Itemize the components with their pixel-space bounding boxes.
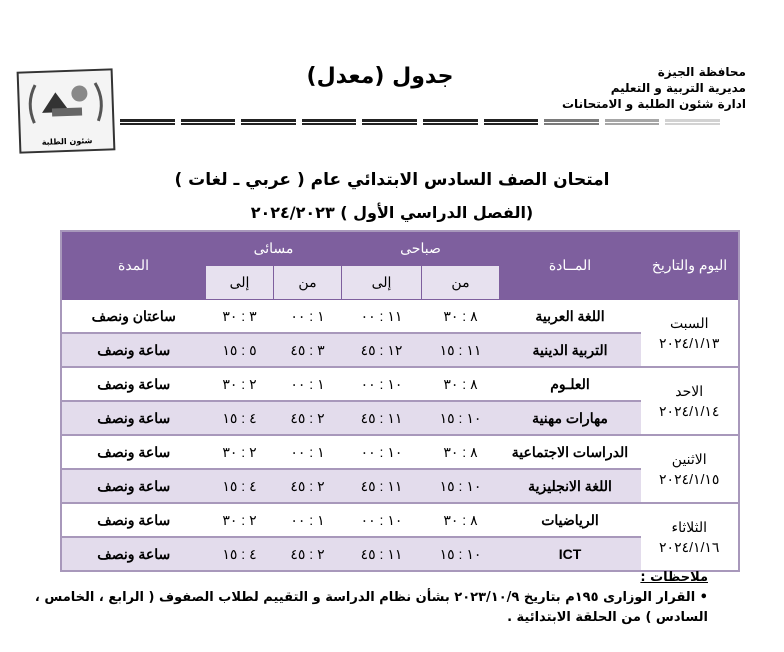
time-cell-e-from: ٢ : ٤٥ xyxy=(273,469,342,504)
time-cell-m-from: ٨ : ٣٠ xyxy=(421,367,500,402)
duration-cell: ساعة ونصف xyxy=(61,537,206,572)
notes-section: ملاحظات : • القرار الوزارى ١٩٥م بتاريخ ٢… xyxy=(28,568,708,628)
time-cell-m-to: ١١ : ٤٥ xyxy=(341,537,422,572)
time-cell-m-to: ١٠ : ٠٠ xyxy=(341,435,422,470)
time-cell-e-from: ١ : ٠٠ xyxy=(273,435,342,470)
time-cell-m-to: ١١ : ٤٥ xyxy=(341,469,422,504)
time-cell-m-to: ١٠ : ٠٠ xyxy=(341,503,422,538)
org-line: مديرية التربية و التعليم xyxy=(610,81,746,95)
day-name: الاحد xyxy=(675,383,704,399)
time-cell-e-from: ٢ : ٤٥ xyxy=(273,537,342,572)
time-cell-e-from: ١ : ٠٠ xyxy=(273,367,342,402)
subject-cell: الرياضيات xyxy=(499,503,641,538)
directorate-logo: شئون الطلبة xyxy=(16,68,116,154)
date: ٢٠٢٤/١/١٣ xyxy=(659,335,720,351)
day-date-cell: السبت ٢٠٢٤/١/١٣ xyxy=(640,299,739,368)
header-day: اليوم والتاريخ xyxy=(640,230,740,300)
table-row: التربية الدينية ١١ : ١٥ ١٢ : ٤٥ ٣ : ٤٥ ٥ : ١… xyxy=(61,333,739,368)
time-cell-m-to: ١١ : ٠٠ xyxy=(341,299,422,334)
time-cell-e-to: ٢ : ٣٠ xyxy=(205,367,274,402)
table-row: ICT ١٠ : ١٥ ١١ : ٤٥ ٢ : ٤٥ ٤ : ١٥ ساعة ونصف xyxy=(61,537,739,572)
term-heading: (الفصل الدراسي الأول ) ٢٠٢٤/٢٠٢٣ xyxy=(250,203,534,222)
header-morning-to: إلى xyxy=(341,265,422,300)
duration-cell: ساعة ونصف xyxy=(61,503,206,538)
time-cell-e-to: ٤ : ١٥ xyxy=(205,469,274,504)
subject-cell: الدراسات الاجتماعية xyxy=(499,435,641,470)
subject-cell: اللغة الانجليزية xyxy=(499,469,641,504)
header-evening: مسائى xyxy=(205,230,342,266)
document-title: جدول (معدل) xyxy=(306,64,454,89)
duration-cell: ساعة ونصف xyxy=(61,333,206,368)
table-row: مهارات مهنية ١٠ : ١٥ ١١ : ٤٥ ٢ : ٤٥ ٤ : ١٥ سا… xyxy=(61,401,739,436)
day-name: الثلاثاء xyxy=(671,519,707,535)
exam-heading: امتحان الصف السادس الابتدائي عام ( عربي … xyxy=(174,170,610,190)
date: ٢٠٢٤/١/١٦ xyxy=(659,539,720,555)
table-row: الاثنين ٢٠٢٤/١/١٥ الدراسات الاجتماعية ٨ : ٣… xyxy=(61,435,739,504)
time-cell-m-from: ١٠ : ١٥ xyxy=(421,537,500,572)
notes-label: ملاحظات : xyxy=(640,570,708,585)
duration-cell: ساعة ونصف xyxy=(61,435,206,470)
time-cell-m-from: ١٠ : ١٥ xyxy=(421,401,500,436)
subject-cell: مهارات مهنية xyxy=(499,401,641,436)
duration-cell: ساعة ونصف xyxy=(61,401,206,436)
time-cell-e-to: ٥ : ١٥ xyxy=(205,333,274,368)
day-date-cell: الاحد ٢٠٢٤/١/١٤ xyxy=(640,367,739,436)
duration-cell: ساعتان ونصف xyxy=(61,299,206,334)
subject-cell: التربية الدينية xyxy=(499,333,641,368)
header-duration: المدة xyxy=(60,230,206,300)
time-cell-e-from: ١ : ٠٠ xyxy=(273,503,342,538)
time-cell-m-from: ٨ : ٣٠ xyxy=(421,299,500,334)
time-cell-m-to: ١٢ : ٤٥ xyxy=(341,333,422,368)
header-morning: صباحى xyxy=(341,230,500,266)
time-cell-m-to: ١١ : ٤٥ xyxy=(341,401,422,436)
time-cell-m-from: ٨ : ٣٠ xyxy=(421,435,500,470)
time-cell-e-to: ٤ : ١٥ xyxy=(205,401,274,436)
time-cell-e-to: ٢ : ٣٠ xyxy=(205,435,274,470)
time-cell-m-from: ٨ : ٣٠ xyxy=(421,503,500,538)
date: ٢٠٢٤/١/١٥ xyxy=(659,471,720,487)
time-cell-m-from: ١٠ : ١٥ xyxy=(421,469,500,504)
time-cell-e-from: ٢ : ٤٥ xyxy=(273,401,342,436)
time-cell-e-to: ٤ : ١٥ xyxy=(205,537,274,572)
time-cell-m-from: ١١ : ١٥ xyxy=(421,333,500,368)
day-name: الاثنين xyxy=(671,451,707,467)
org-line: محافظة الجيزة xyxy=(657,65,746,79)
note-text: القرار الوزارى ١٩٥م بتاريخ ٢٠٢٣/١٠/٩ بشأ… xyxy=(34,590,708,625)
subject-cell: العلـوم xyxy=(499,367,641,402)
day-name: السبت xyxy=(669,315,709,331)
day-date-cell: الثلاثاء ٢٠٢٤/١/١٦ xyxy=(640,503,739,572)
logo-emblem-icon xyxy=(28,82,103,124)
exam-schedule-table: اليوم والتاريخ المــادة صباحى مسائى المد… xyxy=(60,230,740,572)
table-row: السبت ٢٠٢٤/١/١٣ اللغة العربية ٨ : ٣٠ ١١ : ٠٠… xyxy=(61,299,739,368)
time-cell-e-from: ٣ : ٤٥ xyxy=(273,333,342,368)
header-evening-to: إلى xyxy=(205,265,274,300)
day-date-cell: الاثنين ٢٠٢٤/١/١٥ xyxy=(640,435,739,504)
header-evening-from: من xyxy=(273,265,342,300)
logo-caption: شئون الطلبة xyxy=(41,136,93,147)
duration-cell: ساعة ونصف xyxy=(61,367,206,402)
note-item: • القرار الوزارى ١٩٥م بتاريخ ٢٠٢٣/١٠/٩ ب… xyxy=(34,590,708,625)
duration-cell: ساعة ونصف xyxy=(61,469,206,504)
header-morning-from: من xyxy=(421,265,500,300)
time-cell-e-to: ٣ : ٣٠ xyxy=(205,299,274,334)
table-row: اللغة الانجليزية ١٠ : ١٥ ١١ : ٤٥ ٢ : ٤٥ ٤ : … xyxy=(61,469,739,504)
header-divider xyxy=(120,119,720,127)
subject-cell: ICT xyxy=(499,537,641,572)
org-line: ادارة شئون الطلبة و الامتحانات xyxy=(562,97,746,111)
table-row: الثلاثاء ٢٠٢٤/١/١٦ الرياضيات ٨ : ٣٠ ١٠ : ٠٠ ١… xyxy=(61,503,739,572)
time-cell-e-from: ١ : ٠٠ xyxy=(273,299,342,334)
organization-block: محافظة الجيزة مديرية التربية و التعليم ا… xyxy=(562,64,746,112)
time-cell-e-to: ٢ : ٣٠ xyxy=(205,503,274,538)
table-row: الاحد ٢٠٢٤/١/١٤ العلـوم ٨ : ٣٠ ١٠ : ٠٠ ١ : ٠٠… xyxy=(61,367,739,436)
time-cell-m-to: ١٠ : ٠٠ xyxy=(341,367,422,402)
date: ٢٠٢٤/١/١٤ xyxy=(659,403,720,419)
header-subject: المــادة xyxy=(499,230,641,300)
subject-cell: اللغة العربية xyxy=(499,299,641,334)
